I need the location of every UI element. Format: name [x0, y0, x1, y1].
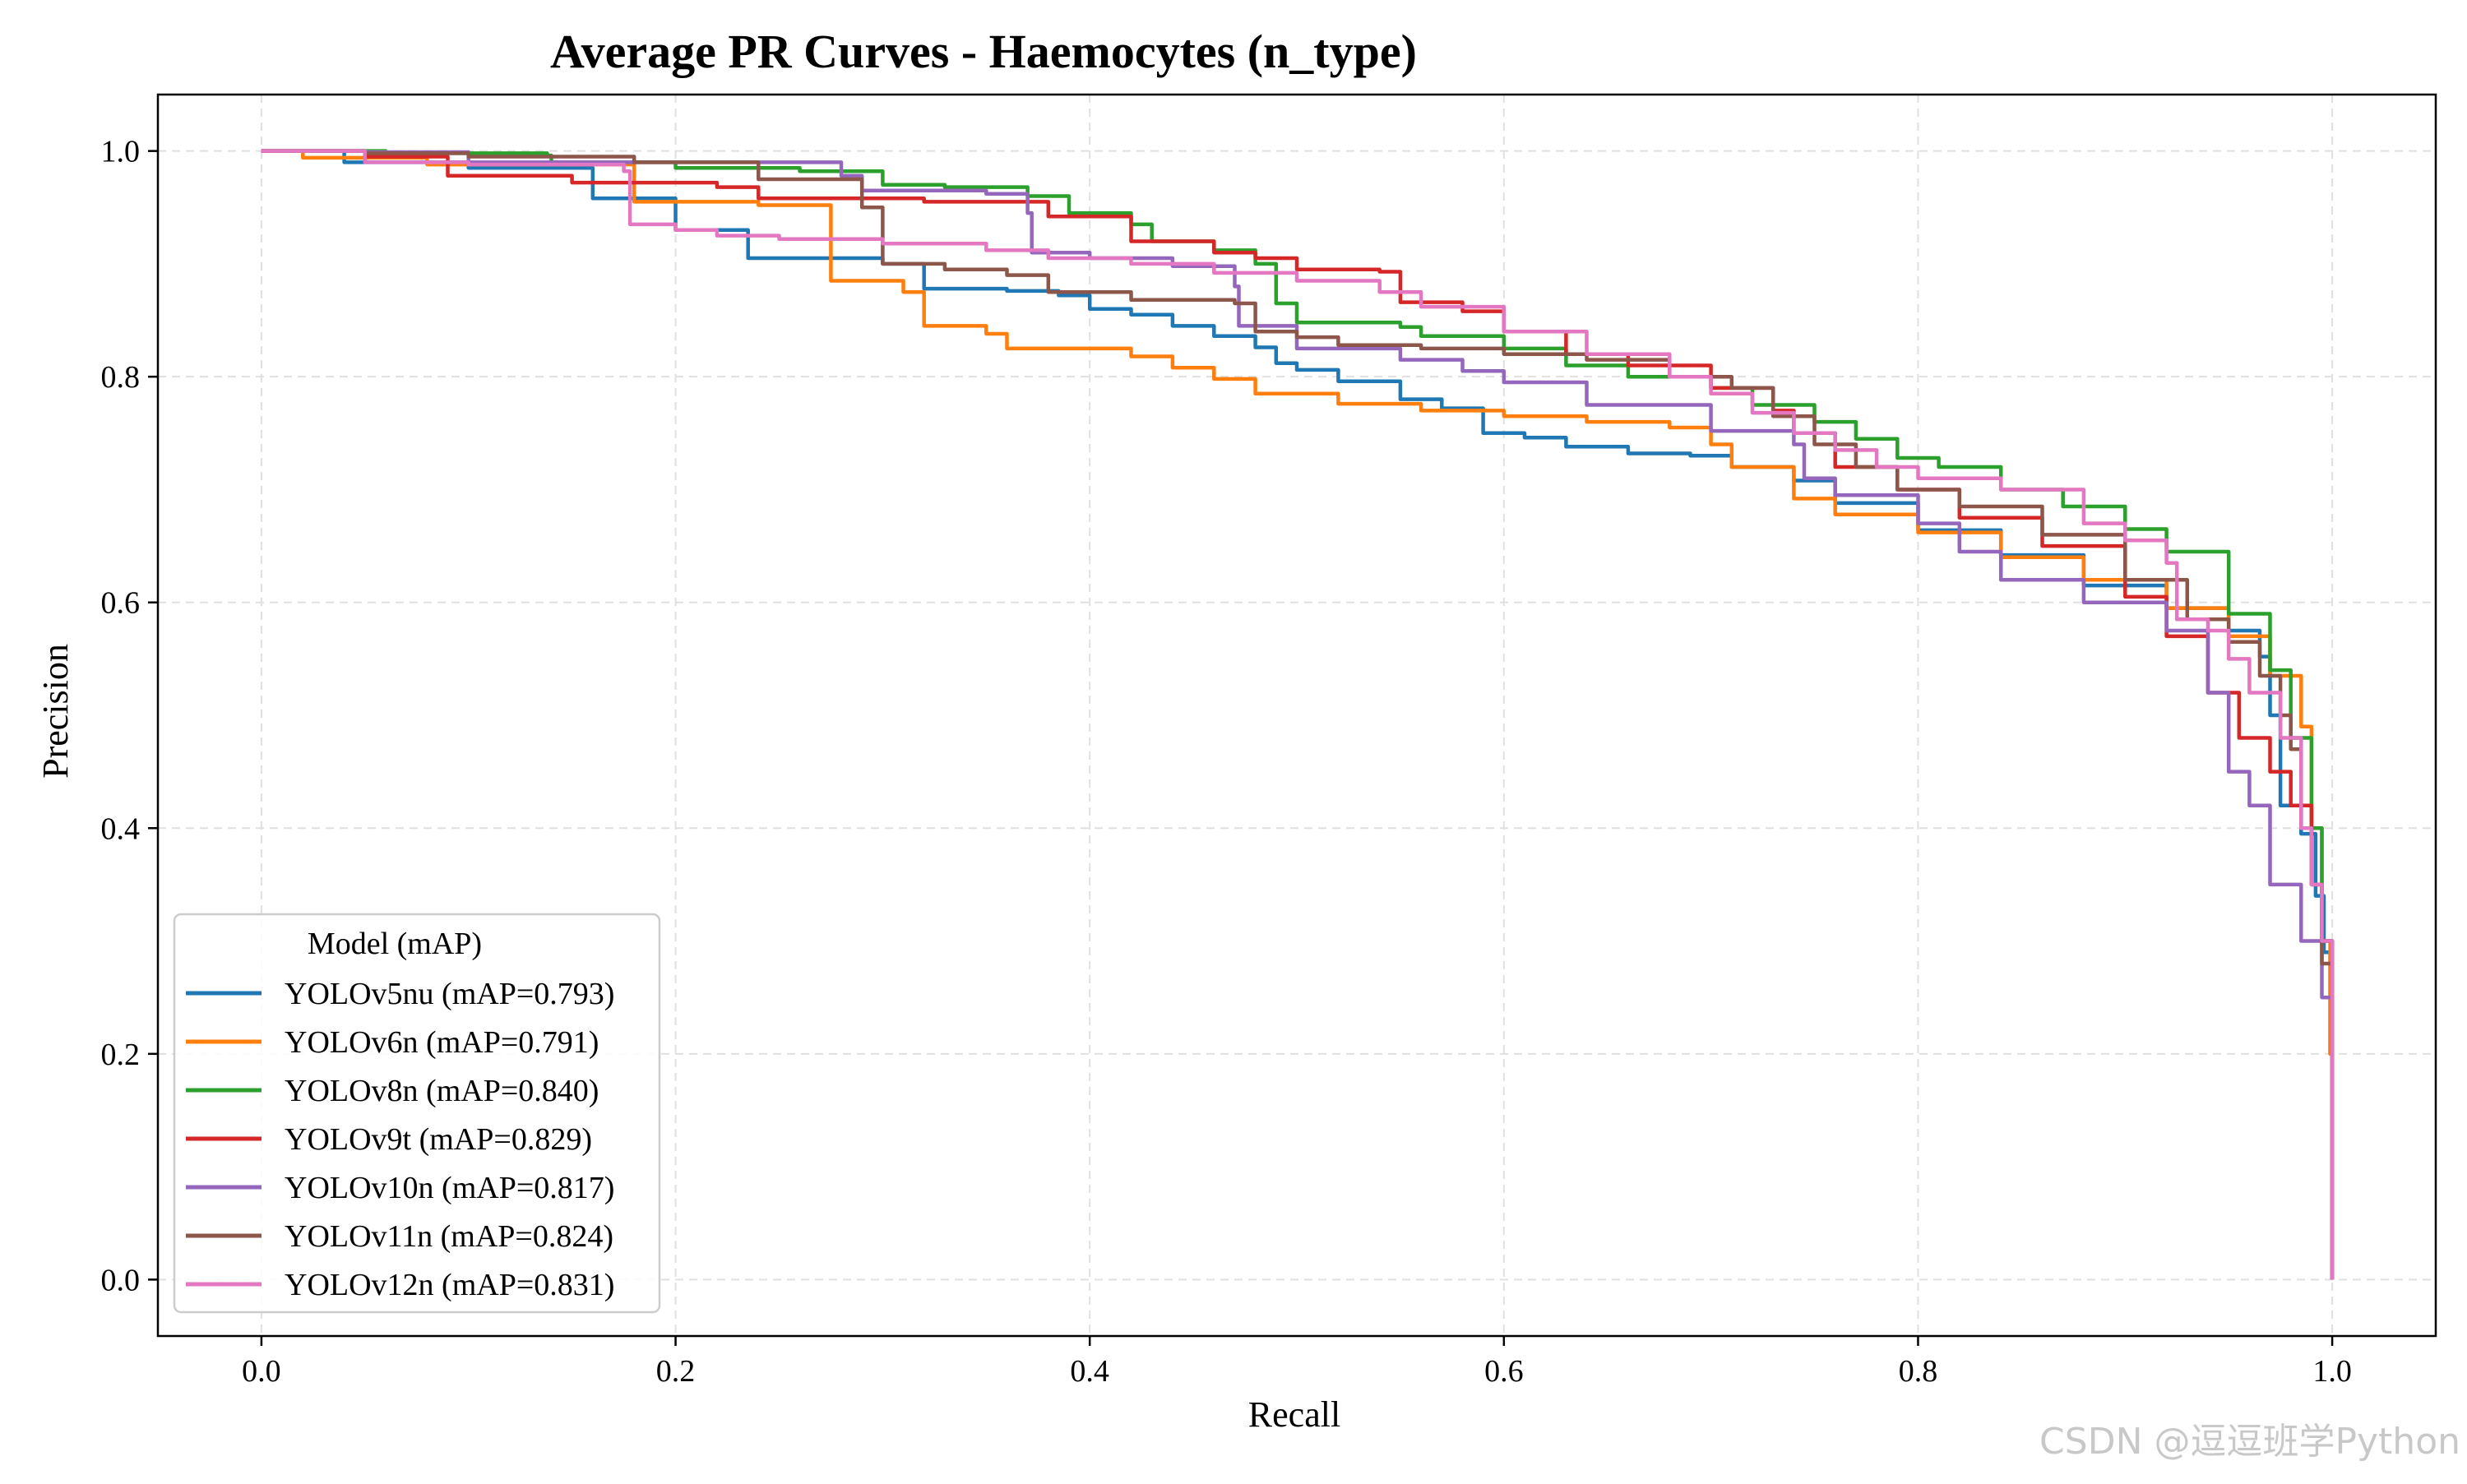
x-tick-label: 1.0 [2312, 1354, 2352, 1389]
series-layer [261, 149, 2335, 1280]
x-tick-label: 0.0 [242, 1354, 281, 1389]
legend-label-5: YOLOv10n (mAP=0.817) [285, 1171, 614, 1205]
chart-title: Average PR Curves - Haemocytes (n_type) [550, 25, 1417, 78]
grid [158, 95, 2436, 1336]
legend-label-6: YOLOv11n (mAP=0.824) [285, 1219, 613, 1254]
legend-label-1: YOLOv5nu (mAP=0.793) [285, 977, 614, 1011]
legend-label-2: YOLOv6n (mAP=0.791) [285, 1025, 599, 1060]
watermark-text: CSDN @逗逗班学Python [2039, 1421, 2460, 1463]
legend: Model (mAP) YOLOv5nu (mAP=0.793) YOLOv6n … [173, 913, 661, 1314]
legend-box [173, 913, 661, 1314]
x-tick-label: 0.8 [1899, 1354, 1938, 1389]
series-line-7 [261, 149, 2335, 1280]
x-tick-label: 0.6 [1484, 1354, 1524, 1389]
legend-items: YOLOv5nu (mAP=0.793) YOLOv6n (mAP=0.791) Y… [186, 977, 614, 1302]
x-tick-label: 0.2 [656, 1354, 696, 1389]
plot-frame [156, 93, 2437, 1338]
x-axis-label: Recall [1248, 1394, 1340, 1435]
legend-label-7: YOLOv12n (mAP=0.831) [285, 1268, 614, 1302]
series-line-5 [261, 149, 2335, 1280]
y-tick-label: 0.2 [101, 1038, 141, 1072]
x-tick-label: 0.4 [1070, 1354, 1109, 1389]
legend-title: Model (mAP) [308, 927, 482, 961]
legend-label-4: YOLOv9t (mAP=0.829) [285, 1122, 592, 1157]
y-axis-label: Precision [35, 644, 76, 779]
y-tick-label: 0.8 [101, 360, 141, 395]
y-tick-label: 1.0 [101, 135, 141, 169]
y-tick-label: 0.0 [101, 1263, 141, 1297]
legend-label-3: YOLOv8n (mAP=0.840) [285, 1074, 599, 1108]
y-tick-label: 0.6 [101, 586, 141, 621]
series-line-2 [261, 149, 2335, 1280]
y-tick-label: 0.4 [101, 811, 141, 846]
ticks: 0.0 0.2 0.4 0.6 0.8 1.0 0.0 0.2 0.4 0.6 0.8 1.0 [101, 135, 2352, 1389]
